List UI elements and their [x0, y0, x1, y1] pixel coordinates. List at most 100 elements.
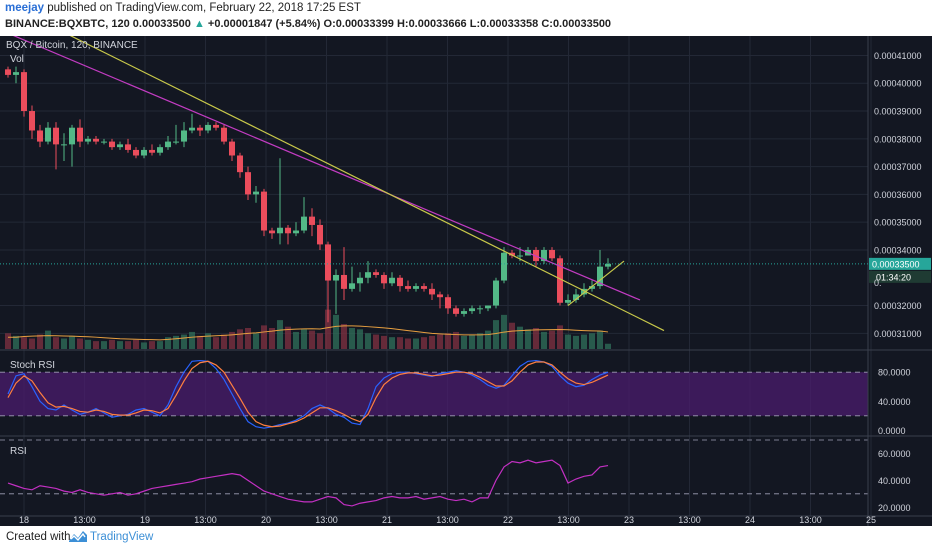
volume-bar: [333, 314, 339, 349]
candle-body: [469, 308, 475, 312]
price-change: +0.00001847 (+5.84%): [207, 18, 321, 30]
volume-bar: [269, 328, 275, 349]
time-tick-label: 23: [624, 515, 634, 525]
candle-body: [509, 252, 515, 256]
countdown-tag: [869, 270, 931, 283]
trading-chart[interactable]: 80.0000 40.0000 0.0000 60.0000 40.0000 20.00…: [0, 36, 932, 526]
volume-bar: [101, 341, 107, 349]
volume-bar: [517, 326, 523, 349]
candle-body: [117, 144, 123, 148]
time-tick-label: 24: [745, 515, 755, 525]
price-tick-label: 0.00038000: [874, 134, 922, 144]
stoch-d-line: [7, 360, 609, 428]
volume-bar: [93, 341, 99, 349]
price-tick-label: 0.00036000: [874, 190, 922, 200]
candle-body: [437, 294, 443, 298]
candle-body: [229, 141, 235, 156]
stoch-band: [0, 372, 868, 416]
candle-body: [197, 127, 203, 131]
candle-body: [93, 138, 99, 142]
candle-body: [133, 149, 139, 156]
volume-bar: [245, 328, 251, 349]
candle-body: [221, 127, 227, 142]
volume-bar: [325, 309, 331, 349]
volume-bar: [117, 341, 123, 349]
candle-body: [397, 277, 403, 287]
author-link[interactable]: meejay: [5, 2, 45, 14]
last-price-tag: [869, 257, 931, 270]
chart-header: meejay published on TradingView.com, Feb…: [0, 0, 932, 36]
stoch-rsi-title: Stoch RSI: [10, 360, 55, 371]
volume-bar: [133, 339, 139, 349]
candle-body: [85, 138, 91, 142]
candle-body: [37, 130, 43, 142]
candle-body: [389, 277, 395, 284]
candle-body: [605, 263, 611, 267]
volume-bar: [29, 338, 35, 349]
candle-body: [189, 127, 195, 131]
volume-bar: [261, 325, 267, 349]
candle-body: [341, 274, 347, 289]
volume-bar: [237, 329, 243, 349]
publish-line: meejay published on TradingView.com, Feb…: [5, 2, 361, 14]
volume-bar: [357, 329, 363, 349]
rsi-tick-label: 60.0000: [878, 449, 911, 459]
volume-bar: [541, 331, 547, 349]
tradingview-logo-icon[interactable]: [68, 529, 88, 545]
candle-body: [557, 258, 563, 303]
close-label: C:: [541, 18, 553, 30]
candle-body: [493, 280, 499, 306]
trend-line-magenta[interactable]: [8, 36, 641, 301]
candle-body: [549, 249, 555, 259]
symbol-label: BINANCE:BQXBTC: [5, 18, 106, 30]
volume-bar: [213, 337, 219, 349]
candle-body: [317, 224, 323, 245]
candle-body: [125, 144, 131, 150]
tradingview-brand[interactable]: TradingView: [90, 531, 154, 543]
time-tick-label: 13:00: [799, 515, 822, 525]
candle-body: [77, 127, 83, 142]
volume-bar: [109, 339, 115, 349]
candlesticks: [5, 66, 611, 323]
volume-bar: [173, 335, 179, 349]
open-value: 0.00033399: [335, 18, 394, 30]
time-tick-label: 13:00: [315, 515, 338, 525]
candle-body: [453, 308, 459, 314]
volume-bar: [285, 326, 291, 349]
candle-body: [141, 149, 147, 156]
stoch-rsi-pane: 80.0000 40.0000 0.0000: [0, 359, 911, 436]
price-tick-label: 0.00039000: [874, 107, 922, 117]
candle-body: [565, 299, 571, 303]
open-label: O:: [323, 18, 336, 30]
volume-bar: [573, 335, 579, 349]
volume-bar: [205, 333, 211, 349]
volume-bar: [485, 330, 491, 349]
trend-line-yellow[interactable]: [32, 36, 665, 332]
last-price: 0.00033500: [132, 18, 191, 30]
candle-body: [69, 127, 75, 145]
price-tick-label: 0.00035000: [874, 218, 922, 228]
volume-bar: [77, 338, 83, 349]
time-tick-label: 22: [503, 515, 513, 525]
quote-line: BINANCE:BQXBTC, 120 0.00033500 ▲ +0.0000…: [5, 18, 612, 30]
candle-body: [101, 141, 107, 143]
candle-body: [253, 191, 259, 195]
trend-line-short[interactable]: [567, 260, 625, 307]
candle-body: [173, 141, 179, 143]
volume-bar: [525, 329, 531, 349]
candle-body: [581, 288, 587, 295]
time-tick-label: 18: [19, 515, 29, 525]
candle-body: [429, 288, 435, 295]
chart-background: [0, 36, 932, 526]
trend-lines[interactable]: [8, 36, 665, 332]
volume-bar: [397, 337, 403, 349]
time-tick-label: 20: [261, 515, 271, 525]
volume-bar: [589, 333, 595, 349]
volume-bar: [533, 328, 539, 349]
high-value: 0.00033666: [408, 18, 467, 30]
rsi-tick-label: 20.0000: [878, 503, 911, 513]
volume-bar: [373, 334, 379, 349]
candle-body: [29, 111, 35, 131]
time-tick-label: 13:00: [436, 515, 459, 525]
volume-bar: [405, 338, 411, 349]
